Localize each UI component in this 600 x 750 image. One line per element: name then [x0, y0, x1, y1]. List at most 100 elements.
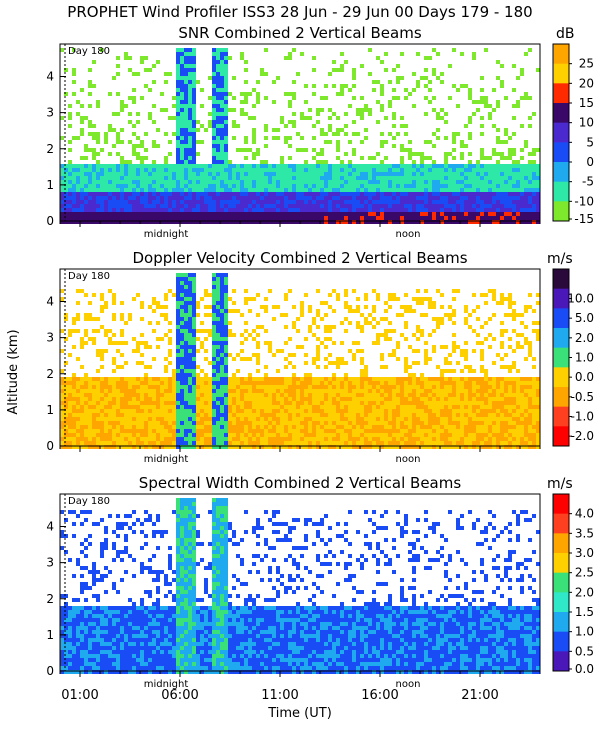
heatmap-cell — [164, 305, 168, 309]
heatmap-cell — [232, 184, 236, 188]
heatmap-cell — [120, 220, 124, 224]
heatmap-cell — [264, 216, 268, 220]
heatmap-cell — [192, 393, 196, 397]
heatmap-cell — [72, 377, 76, 381]
heatmap-cell — [336, 413, 340, 417]
heatmap-cell — [192, 124, 196, 128]
heatmap-cell — [220, 281, 224, 285]
heatmap-cell — [284, 92, 288, 96]
heatmap-cell — [64, 413, 68, 417]
heatmap-cell — [392, 393, 396, 397]
heatmap-cell — [108, 409, 112, 413]
heatmap-cell — [352, 176, 356, 180]
heatmap-cell — [156, 409, 160, 413]
heatmap-cell — [396, 389, 400, 393]
heatmap-cell — [452, 148, 456, 152]
heatmap-cell — [80, 128, 84, 132]
heatmap-cell — [184, 164, 188, 168]
heatmap-cell — [300, 313, 304, 317]
heatmap-cell — [444, 156, 448, 160]
heatmap-cell — [164, 445, 168, 449]
heatmap-cell — [408, 212, 412, 216]
heatmap-cell — [396, 216, 400, 220]
heatmap-cell — [404, 321, 408, 325]
heatmap-cell — [144, 445, 148, 449]
heatmap-cell — [276, 196, 280, 200]
heatmap-cell — [68, 204, 72, 208]
heatmap-cell — [344, 317, 348, 321]
heatmap-cell — [188, 116, 192, 120]
heatmap-cell — [400, 437, 404, 441]
heatmap-cell — [84, 341, 88, 345]
heatmap-cell — [252, 409, 256, 413]
heatmap-cell — [196, 373, 200, 377]
heatmap-cell — [168, 393, 172, 397]
heatmap-cell — [332, 309, 336, 313]
heatmap-cell — [120, 393, 124, 397]
heatmap-cell — [216, 297, 220, 301]
heatmap-cell — [352, 188, 356, 192]
heatmap-cell — [60, 188, 64, 192]
heatmap-cell — [440, 172, 444, 176]
heatmap-cell — [348, 401, 352, 405]
colorbar-swatch — [553, 103, 569, 124]
heatmap-cell — [120, 156, 124, 160]
heatmap-cell — [192, 321, 196, 325]
heatmap-cell — [220, 309, 224, 313]
heatmap-cell — [212, 401, 216, 405]
heatmap-cell — [456, 220, 460, 224]
heatmap-cell — [204, 168, 208, 172]
heatmap-cell — [132, 297, 136, 301]
heatmap-cell — [212, 377, 216, 381]
heatmap-cell — [152, 381, 156, 385]
heatmap-cell — [212, 132, 216, 136]
heatmap-cell — [400, 389, 404, 393]
heatmap-cell — [164, 441, 168, 445]
heatmap-cell — [188, 208, 192, 212]
heatmap-cell — [384, 329, 388, 333]
heatmap-cell — [312, 361, 316, 365]
heatmap-cell — [304, 148, 308, 152]
heatmap-cell — [412, 176, 416, 180]
heatmap-cell — [364, 104, 368, 108]
heatmap-cell — [212, 156, 216, 160]
heatmap-cell — [332, 385, 336, 389]
heatmap-cell — [492, 216, 496, 220]
heatmap-cell — [340, 188, 344, 192]
heatmap-cell — [400, 397, 404, 401]
heatmap-cell — [112, 433, 116, 437]
heatmap-cell — [156, 437, 160, 441]
heatmap-cell — [216, 277, 220, 281]
heatmap-cell — [412, 180, 416, 184]
heatmap-cell — [224, 389, 228, 393]
heatmap-cell — [188, 301, 192, 305]
heatmap-cell — [72, 429, 76, 433]
heatmap-cell — [532, 212, 536, 216]
heatmap-cell — [180, 349, 184, 353]
heatmap-cell — [260, 393, 264, 397]
heatmap-cell — [224, 281, 228, 285]
heatmap-cell — [460, 168, 464, 172]
heatmap-cell — [356, 385, 360, 389]
heatmap-cell — [132, 381, 136, 385]
heatmap-cell — [204, 212, 208, 216]
heatmap-cell — [72, 72, 76, 76]
heatmap-cell — [192, 156, 196, 160]
heatmap-cell — [384, 156, 388, 160]
heatmap-cell — [152, 405, 156, 409]
heatmap-cell — [336, 156, 340, 160]
heatmap-cell — [88, 148, 92, 152]
heatmap-cell — [236, 309, 240, 313]
heatmap-cell — [64, 425, 68, 429]
heatmap-cell — [268, 349, 272, 353]
heatmap-cell — [60, 425, 64, 429]
heatmap-cell — [256, 184, 260, 188]
heatmap-cell — [288, 92, 292, 96]
heatmap-cell — [240, 349, 244, 353]
heatmap-cell — [324, 421, 328, 425]
heatmap-cell — [240, 164, 244, 168]
heatmap-cell — [312, 124, 316, 128]
heatmap-cell — [172, 104, 176, 108]
heatmap-cell — [256, 100, 260, 104]
heatmap-cell — [184, 192, 188, 196]
